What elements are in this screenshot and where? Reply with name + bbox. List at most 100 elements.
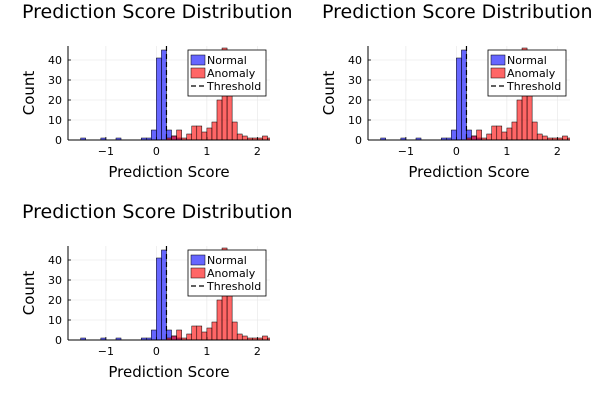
legend-label-anomaly: Anomaly xyxy=(507,67,556,80)
bar-anomaly xyxy=(273,338,278,340)
bar-normal xyxy=(161,249,167,340)
bar-anomaly xyxy=(211,121,218,140)
y-tick-label: 30 xyxy=(348,74,362,87)
bar-anomaly xyxy=(262,135,268,140)
bar-anomaly xyxy=(231,121,238,140)
bar-anomaly xyxy=(236,133,243,140)
bar-anomaly xyxy=(516,99,523,140)
bar-normal xyxy=(461,49,467,140)
x-tick-label: 0 xyxy=(153,145,160,158)
legend-label-normal: Normal xyxy=(507,54,547,67)
y-tick-label: 0 xyxy=(55,334,62,347)
y-tick-label: 10 xyxy=(48,114,62,127)
x-axis-label: Prediction Score xyxy=(108,363,229,381)
bar-anomaly xyxy=(273,138,278,140)
bar-normal xyxy=(115,337,122,340)
y-tick-label: 40 xyxy=(348,54,362,67)
bar-normal xyxy=(415,137,422,140)
legend-label-normal: Normal xyxy=(207,54,247,67)
chart-title: Prediction Score Distribution xyxy=(22,201,293,223)
bar-normal xyxy=(380,137,386,140)
bar-anomaly xyxy=(262,335,268,340)
x-tick-label: 2 xyxy=(254,345,261,358)
y-tick-label: 30 xyxy=(48,274,62,287)
bar-anomaly xyxy=(241,335,248,340)
x-tick-label: 2 xyxy=(554,145,561,158)
x-axis-label: Prediction Score xyxy=(108,163,229,181)
y-tick-label: 20 xyxy=(348,94,362,107)
bar-anomaly xyxy=(176,329,182,340)
bar-anomaly xyxy=(196,325,203,340)
bar-anomaly xyxy=(267,337,270,340)
legend-label-anomaly: Anomaly xyxy=(207,67,256,80)
x-axis-label: Prediction Score xyxy=(408,163,529,181)
bar-anomaly xyxy=(476,129,482,140)
bar-normal xyxy=(156,257,162,340)
bars xyxy=(380,47,578,140)
legend-swatch-anomaly xyxy=(190,67,206,79)
x-tick-label: −1 xyxy=(98,145,114,158)
bar-normal xyxy=(451,129,457,140)
chart-panel-1: Prediction Score Distribution−1 0 1 2010203… xyxy=(20,1,293,181)
bar-normal xyxy=(456,57,462,140)
bar-normal xyxy=(80,337,86,340)
bar-anomaly xyxy=(471,135,477,140)
bar-anomaly xyxy=(196,125,203,140)
bar-anomaly xyxy=(511,121,518,140)
bar-anomaly xyxy=(496,125,503,140)
x-tick-label: 1 xyxy=(203,345,210,358)
y-tick-label: 40 xyxy=(48,54,62,67)
bar-anomaly xyxy=(501,131,508,140)
bar-anomaly xyxy=(541,135,548,140)
bar-normal xyxy=(156,57,162,140)
legend-label-normal: Normal xyxy=(207,254,247,267)
bar-normal xyxy=(115,137,122,140)
bar-anomaly xyxy=(486,133,492,140)
chart-title: Prediction Score Distribution xyxy=(22,1,293,23)
x-tick-label: 1 xyxy=(503,145,510,158)
bar-anomaly xyxy=(186,133,192,140)
bar-anomaly xyxy=(171,335,177,340)
y-tick-label: 0 xyxy=(355,134,362,147)
bar-anomaly xyxy=(171,135,177,140)
bar-normal xyxy=(161,49,167,140)
chart-title: Prediction Score Distribution xyxy=(322,1,593,23)
legend-swatch-anomaly xyxy=(490,67,506,79)
legend-swatch-anomaly xyxy=(190,267,206,279)
y-tick-label: 20 xyxy=(48,294,62,307)
bar-normal xyxy=(151,129,157,140)
bar-normal xyxy=(151,329,157,340)
bar-anomaly xyxy=(206,127,213,140)
bar-anomaly xyxy=(211,321,218,340)
legend-swatch-normal xyxy=(490,54,506,66)
x-tick-label: −1 xyxy=(98,345,114,358)
bar-anomaly xyxy=(216,99,223,140)
bar-anomaly xyxy=(573,138,578,140)
chart-panel-2: Prediction Score Distribution−1 0 1 2010203… xyxy=(320,1,593,181)
x-tick-label: 0 xyxy=(453,145,460,158)
legend-label-threshold: Threshold xyxy=(206,280,261,293)
y-tick-label: 0 xyxy=(55,134,62,147)
bar-anomaly xyxy=(267,137,270,140)
bar-anomaly xyxy=(216,299,223,340)
bar-anomaly xyxy=(206,327,213,340)
bar-anomaly xyxy=(567,137,570,140)
legend-swatch-normal xyxy=(190,54,206,66)
bar-anomaly xyxy=(201,131,208,140)
legend-swatch-normal xyxy=(190,254,206,266)
y-axis-label: Count xyxy=(20,71,38,116)
bar-anomaly xyxy=(201,331,208,340)
bar-anomaly xyxy=(241,135,248,140)
bar-anomaly xyxy=(506,127,513,140)
legend-label-anomaly: Anomaly xyxy=(207,267,256,280)
legend-label-threshold: Threshold xyxy=(206,80,261,93)
y-tick-label: 20 xyxy=(48,94,62,107)
bar-anomaly xyxy=(236,333,243,340)
bar-anomaly xyxy=(186,333,192,340)
y-tick-label: 40 xyxy=(48,254,62,267)
x-tick-label: 1 xyxy=(203,145,210,158)
